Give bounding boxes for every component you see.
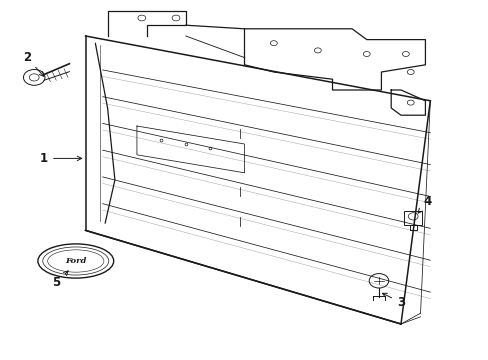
Ellipse shape xyxy=(38,244,113,278)
Text: 5: 5 xyxy=(52,271,68,289)
Text: Ford: Ford xyxy=(65,257,86,265)
Ellipse shape xyxy=(47,250,104,272)
Text: 2: 2 xyxy=(23,51,44,76)
Bar xyxy=(404,211,421,225)
Text: 1: 1 xyxy=(40,152,81,165)
Ellipse shape xyxy=(42,247,108,275)
Text: 4: 4 xyxy=(417,195,431,213)
Text: 3: 3 xyxy=(382,293,404,309)
